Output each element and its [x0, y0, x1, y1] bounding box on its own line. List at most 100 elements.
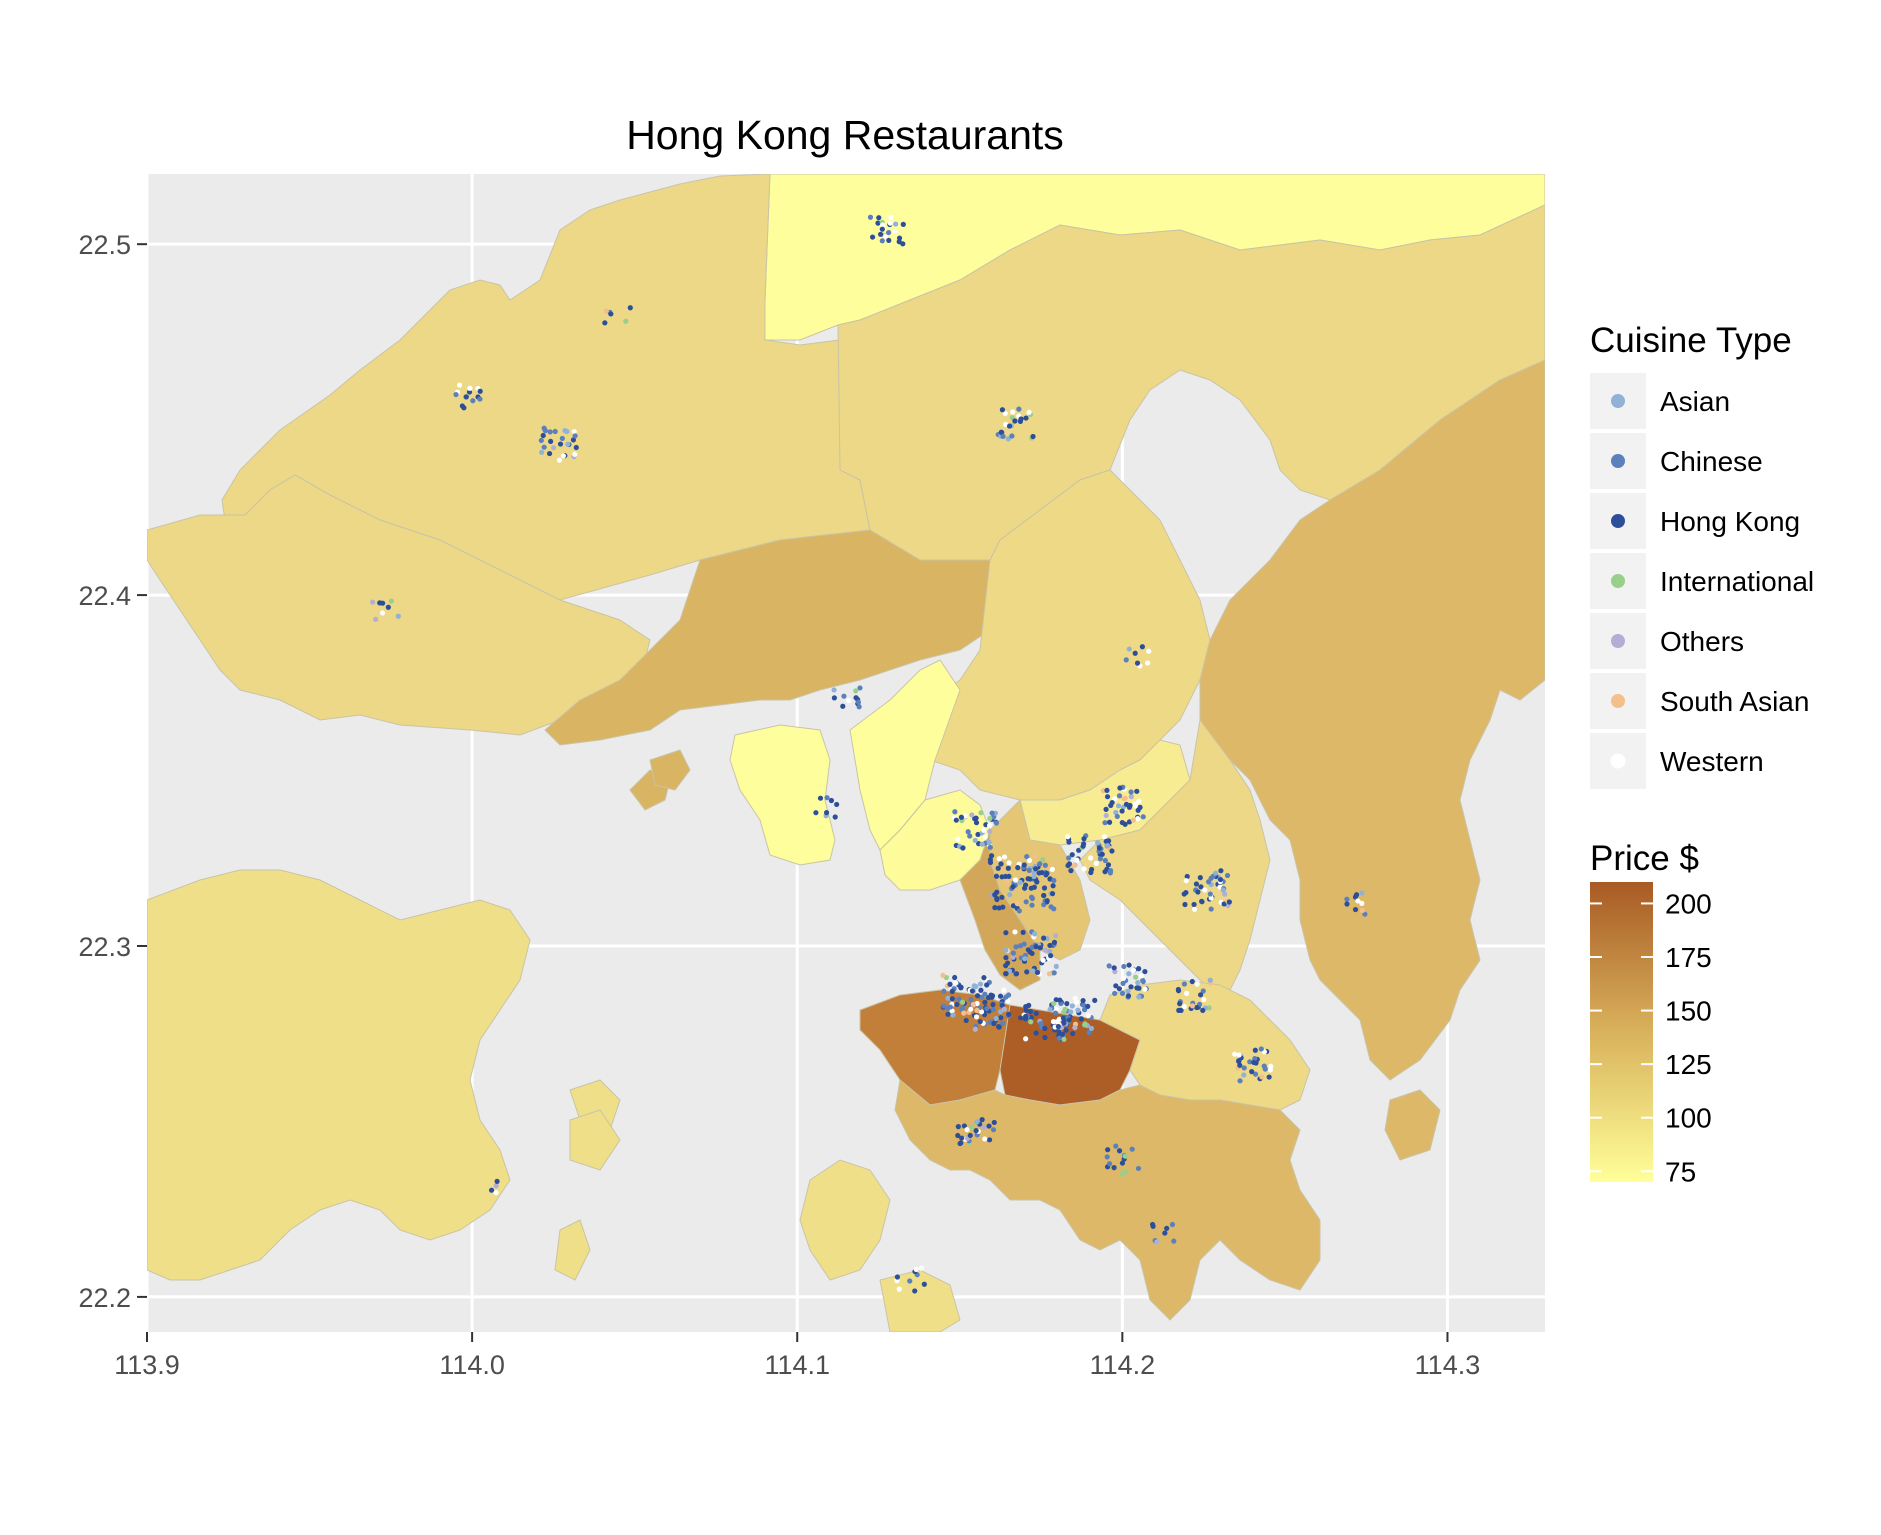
- restaurant-point: [608, 311, 614, 317]
- legend-key-dot: [1611, 454, 1625, 468]
- restaurant-point: [1048, 953, 1054, 959]
- restaurant-point: [627, 305, 633, 311]
- restaurant-point: [1112, 796, 1118, 802]
- restaurant-point: [388, 598, 394, 604]
- restaurant-point: [1355, 898, 1361, 904]
- restaurant-point: [547, 429, 553, 435]
- restaurant-point: [1241, 1072, 1247, 1078]
- restaurant-point: [1003, 955, 1009, 961]
- restaurant-point: [1224, 872, 1231, 879]
- restaurant-point: [1177, 1001, 1183, 1007]
- restaurant-point: [548, 438, 554, 445]
- restaurant-point: [602, 320, 608, 326]
- x-tick-label: 114.0: [439, 1350, 505, 1380]
- restaurant-point: [1111, 965, 1117, 971]
- restaurant-point: [1122, 795, 1128, 801]
- restaurant-point: [572, 451, 578, 457]
- district-islands-cheung-chau: [554, 1219, 591, 1281]
- district-kwai-tsing-mainland: [849, 659, 961, 851]
- restaurant-point: [1103, 806, 1109, 812]
- restaurant-point: [1112, 990, 1118, 997]
- restaurant-point: [993, 873, 1000, 879]
- restaurant-point: [565, 441, 571, 447]
- restaurant-point: [556, 457, 563, 463]
- legend-label: Others: [1660, 626, 1744, 657]
- restaurant-point: [1220, 887, 1226, 893]
- restaurant-point: [1052, 1010, 1059, 1016]
- restaurant-point: [1015, 865, 1021, 871]
- restaurant-point: [896, 1286, 902, 1292]
- restaurant-point: [986, 1137, 993, 1143]
- restaurant-point: [969, 1124, 975, 1130]
- restaurant-point: [989, 810, 995, 816]
- legend-key-dot: [1610, 753, 1626, 769]
- restaurant-point: [1081, 866, 1087, 872]
- restaurant-point: [1136, 798, 1142, 804]
- restaurant-point: [888, 214, 894, 221]
- restaurant-point: [1149, 1221, 1156, 1228]
- restaurant-point: [973, 1128, 979, 1134]
- district-sai-kung: [1199, 359, 1545, 1081]
- restaurant-point: [986, 1123, 992, 1129]
- restaurant-point: [1023, 899, 1029, 905]
- restaurant-point: [998, 1015, 1004, 1021]
- restaurant-point: [949, 996, 955, 1002]
- restaurant-point: [1106, 1161, 1113, 1167]
- chart-title: Hong Kong Restaurants: [626, 112, 1064, 158]
- restaurant-point: [997, 1009, 1004, 1015]
- restaurant-point: [894, 1274, 901, 1280]
- restaurant-point: [1022, 1016, 1028, 1022]
- restaurant-point: [1194, 981, 1200, 987]
- y-tick-label: 22.3: [78, 932, 131, 962]
- restaurant-point: [974, 1007, 980, 1013]
- restaurant-point: [1081, 1007, 1088, 1013]
- restaurant-point: [1050, 883, 1056, 889]
- restaurant-point: [1066, 839, 1072, 845]
- restaurant-point: [546, 450, 553, 457]
- restaurant-point: [1057, 997, 1063, 1003]
- restaurant-point: [1037, 861, 1043, 867]
- restaurant-point: [1065, 834, 1071, 840]
- restaurant-point: [1096, 845, 1103, 851]
- restaurant-point: [1003, 994, 1009, 1000]
- restaurant-point: [1134, 788, 1140, 794]
- restaurant-point: [1176, 1007, 1182, 1013]
- restaurant-point: [1049, 866, 1055, 872]
- district-kwun-tong: [1079, 718, 1271, 991]
- restaurant-point: [1050, 1019, 1057, 1025]
- restaurant-point: [1171, 1238, 1177, 1244]
- cuisine-legend: Cuisine Type Asian Chinese Hong Kong Intern…: [1590, 321, 1814, 789]
- restaurant-point: [1017, 879, 1023, 885]
- restaurant-point: [1078, 1016, 1084, 1022]
- restaurant-point: [1122, 1153, 1128, 1159]
- restaurant-point: [1003, 947, 1009, 953]
- y-tick-label: 22.5: [78, 230, 131, 260]
- restaurant-point: [974, 993, 981, 999]
- restaurant-point: [918, 1265, 925, 1271]
- restaurant-point: [1051, 1000, 1057, 1007]
- restaurant-point: [1191, 901, 1197, 908]
- colorbar-label: 100: [1665, 1103, 1712, 1134]
- restaurant-point: [1023, 1036, 1029, 1042]
- restaurant-point: [984, 1005, 990, 1012]
- restaurant-point: [1042, 862, 1048, 868]
- restaurant-point: [488, 1187, 495, 1193]
- restaurant-point: [1026, 867, 1032, 873]
- district-islands-small-1: [569, 1109, 621, 1171]
- restaurant-point: [1033, 944, 1039, 950]
- restaurant-point: [1116, 986, 1123, 992]
- restaurant-point: [941, 1003, 947, 1009]
- restaurant-point: [1119, 819, 1125, 826]
- restaurant-point: [1033, 866, 1039, 872]
- restaurant-point: [1055, 1023, 1061, 1030]
- restaurant-point: [1005, 436, 1011, 442]
- legend-label: International: [1660, 566, 1814, 597]
- restaurant-point: [1139, 644, 1145, 650]
- restaurant-point: [1111, 1165, 1117, 1171]
- restaurant-point: [461, 405, 467, 411]
- restaurant-point: [1194, 1004, 1200, 1011]
- restaurant-point: [959, 999, 966, 1005]
- restaurant-point: [824, 795, 830, 801]
- restaurant-point: [996, 856, 1002, 862]
- restaurant-point: [959, 1135, 965, 1141]
